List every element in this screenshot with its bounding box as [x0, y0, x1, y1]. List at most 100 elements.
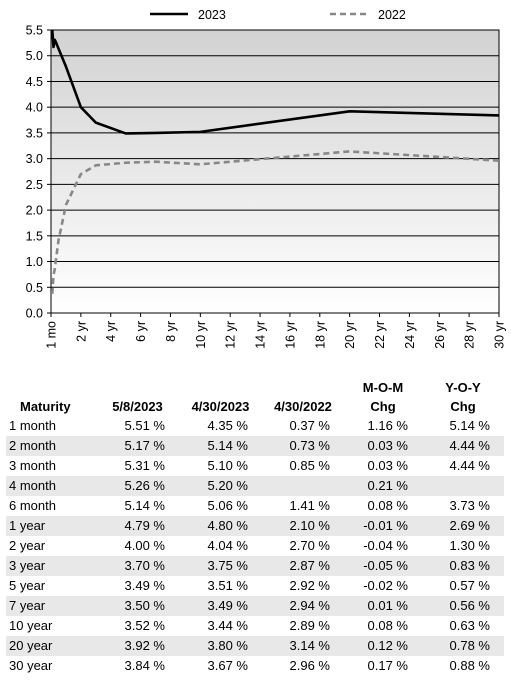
- x-tick-label: 18 yr: [313, 321, 327, 349]
- x-tick-label: 20 yr: [343, 321, 357, 349]
- value-cell-yoy: 0.56 %: [422, 596, 504, 616]
- x-tick-label: 24 yr: [403, 321, 417, 349]
- value-cell-c1: 3.92 %: [96, 636, 179, 656]
- table-row: 4 month 5.26 % 5.20 % 0.21 %: [6, 476, 504, 496]
- table-header-row-1: M-O-M Y-O-Y: [6, 378, 504, 397]
- value-cell-c1: 3.70 %: [96, 556, 179, 576]
- x-tick-label: 26 yr: [433, 321, 447, 349]
- legend: 2023 2022: [150, 8, 406, 22]
- table-row: 7 year 3.50 % 3.49 % 2.94 % 0.01 % 0.56 %: [6, 596, 504, 616]
- value-cell-yoy: 3.73 %: [449, 498, 490, 513]
- maturity-cell: 20 year: [6, 636, 96, 656]
- value-cell-c2: 5.10 %: [207, 458, 248, 473]
- value-cell-c3: 0.37 %: [289, 418, 330, 433]
- table-row: 5 year 3.49 % 3.51 % 2.92 % -0.02 % 0.57 %: [6, 576, 504, 596]
- value-cell-c1: 4.00 %: [124, 538, 165, 553]
- y-tick-label: 3.0: [26, 152, 43, 166]
- value-cell-c2: 4.04 %: [207, 538, 248, 553]
- value-cell-yoy: 4.44 %: [449, 458, 490, 473]
- maturity-cell: 1 year: [6, 516, 96, 536]
- value-cell-c3: [262, 476, 344, 496]
- header-yoy-line1: Y-O-Y: [445, 380, 481, 395]
- table-row: 3 year 3.70 % 3.75 % 2.87 % -0.05 % 0.83 %: [6, 556, 504, 576]
- value-cell-mom: 0.12 %: [344, 636, 422, 656]
- value-cell-c2: 5.20 %: [179, 476, 262, 496]
- yield-table: M-O-M Y-O-Y Maturity 5/8/2023 4/30/2023 …: [6, 378, 504, 676]
- table-row: 30 year 3.84 % 3.67 % 2.96 % 0.17 % 0.88 %: [6, 656, 504, 676]
- header-maturity: Maturity: [20, 399, 71, 414]
- plot-area: [50, 29, 500, 314]
- header-date-2023b: 4/30/2023: [191, 399, 250, 414]
- value-cell-mom: 0.17 %: [367, 658, 408, 673]
- x-tick-label: 16 yr: [283, 321, 297, 349]
- value-cell-c3: 2.96 %: [289, 658, 330, 673]
- x-tick-label: 12 yr: [224, 321, 238, 349]
- x-tick-label: 28 yr: [463, 321, 477, 349]
- y-tick-label: 4.0: [26, 101, 43, 115]
- maturity-cell: 30 year: [9, 658, 53, 673]
- value-cell-yoy: 1.30 %: [449, 538, 490, 553]
- value-cell-c2: 4.35 %: [207, 418, 248, 433]
- value-cell-mom: 0.01 %: [344, 596, 422, 616]
- value-cell-mom: 1.16 %: [367, 418, 408, 433]
- header-yoy-line2: Chg: [450, 399, 476, 414]
- table-row: 1 month 5.51 % 4.35 % 0.37 % 1.16 % 5.14 %: [6, 416, 504, 436]
- value-cell-mom: -0.02 %: [363, 578, 408, 593]
- value-cell-c1: 5.51 %: [124, 418, 165, 433]
- maturity-cell: 3 month: [9, 458, 56, 473]
- value-cell-c3: 2.92 %: [289, 578, 330, 593]
- y-tick-label: 1.5: [26, 229, 43, 243]
- table-row: 20 year 3.92 % 3.80 % 3.14 % 0.12 % 0.78 %: [6, 636, 504, 656]
- value-cell-c2: 3.51 %: [207, 578, 248, 593]
- value-cell-mom: -0.01 %: [344, 516, 422, 536]
- y-tick-label: 5.0: [26, 49, 43, 63]
- value-cell-yoy: [422, 476, 504, 496]
- x-tick-label: 8 yr: [164, 321, 178, 342]
- table-body: 1 month 5.51 % 4.35 % 0.37 % 1.16 % 5.14 % 2 m…: [6, 416, 504, 676]
- value-cell-c3: 2.94 %: [262, 596, 344, 616]
- series-lines: [50, 29, 500, 295]
- table-row: 2 year 4.00 % 4.04 % 2.70 % -0.04 % 1.30 %: [6, 536, 504, 556]
- maturity-cell: 6 month: [9, 498, 56, 513]
- value-cell-yoy: 0.57 %: [449, 578, 490, 593]
- table-row: 10 year 3.52 % 3.44 % 2.89 % 0.08 % 0.63 %: [6, 616, 504, 636]
- header-date-2023: 5/8/2023: [112, 399, 163, 414]
- y-tick-label: 3.5: [26, 126, 43, 140]
- y-tick-label: 2.5: [26, 178, 43, 192]
- maturity-cell: 1 month: [9, 418, 56, 433]
- value-cell-c1: 5.17 %: [96, 436, 179, 456]
- maturity-cell: 7 year: [6, 596, 96, 616]
- table-row: 2 month 5.17 % 5.14 % 0.73 % 0.03 % 4.44 %: [6, 436, 504, 456]
- header-mom-line2: Chg: [370, 399, 396, 414]
- value-cell-mom: -0.04 %: [363, 538, 408, 553]
- value-cell-c2: 3.44 %: [207, 618, 248, 633]
- value-cell-mom: 0.08 %: [367, 618, 408, 633]
- x-tick-label: 4 yr: [104, 321, 118, 342]
- series-line-2023: [50, 29, 500, 135]
- table-row: 3 month 5.31 % 5.10 % 0.85 % 0.03 % 4.44 %: [6, 456, 504, 476]
- table-header-row-2: Maturity 5/8/2023 4/30/2023 4/30/2022 Ch…: [6, 397, 504, 416]
- value-cell-c3: 0.85 %: [289, 458, 330, 473]
- header-mom-line1: M-O-M: [362, 380, 404, 395]
- value-cell-yoy: 4.44 %: [422, 436, 504, 456]
- x-tick-label: 2 yr: [74, 321, 88, 342]
- maturity-cell: 5 year: [9, 578, 46, 593]
- value-cell-c2: 3.75 %: [179, 556, 262, 576]
- value-cell-c3: 1.41 %: [289, 498, 330, 513]
- value-cell-mom: 0.21 %: [344, 476, 422, 496]
- series-line-2022: [50, 150, 500, 295]
- x-axis-ticks: 1 mo 2 yr 4 yr 6 yr 8 yr 10 yr 12 yr 14 yr 16 yr…: [45, 313, 507, 349]
- value-cell-c1: 4.79 %: [96, 516, 179, 536]
- value-cell-c1: 5.31 %: [124, 458, 165, 473]
- yield-curve-chart: 0.0 0.5 1.0 1.5 2.0 2.5 3.0 3.5 4.0 4.5 5.0 5.5 1 m…: [26, 8, 507, 349]
- header-date-2022: 4/30/2022: [274, 399, 332, 414]
- value-cell-yoy: 0.83 %: [422, 556, 504, 576]
- value-cell-c2: 5.06 %: [207, 498, 248, 513]
- x-tick-label: 6 yr: [134, 321, 148, 342]
- table-row: 6 month 5.14 % 5.06 % 1.41 % 0.08 % 3.73 %: [6, 496, 504, 516]
- y-tick-label: 2.0: [26, 204, 43, 218]
- value-cell-yoy: 0.78 %: [422, 636, 504, 656]
- value-cell-mom: 0.03 %: [367, 458, 408, 473]
- maturity-cell: 10 year: [9, 618, 53, 633]
- value-cell-c2: 3.80 %: [179, 636, 262, 656]
